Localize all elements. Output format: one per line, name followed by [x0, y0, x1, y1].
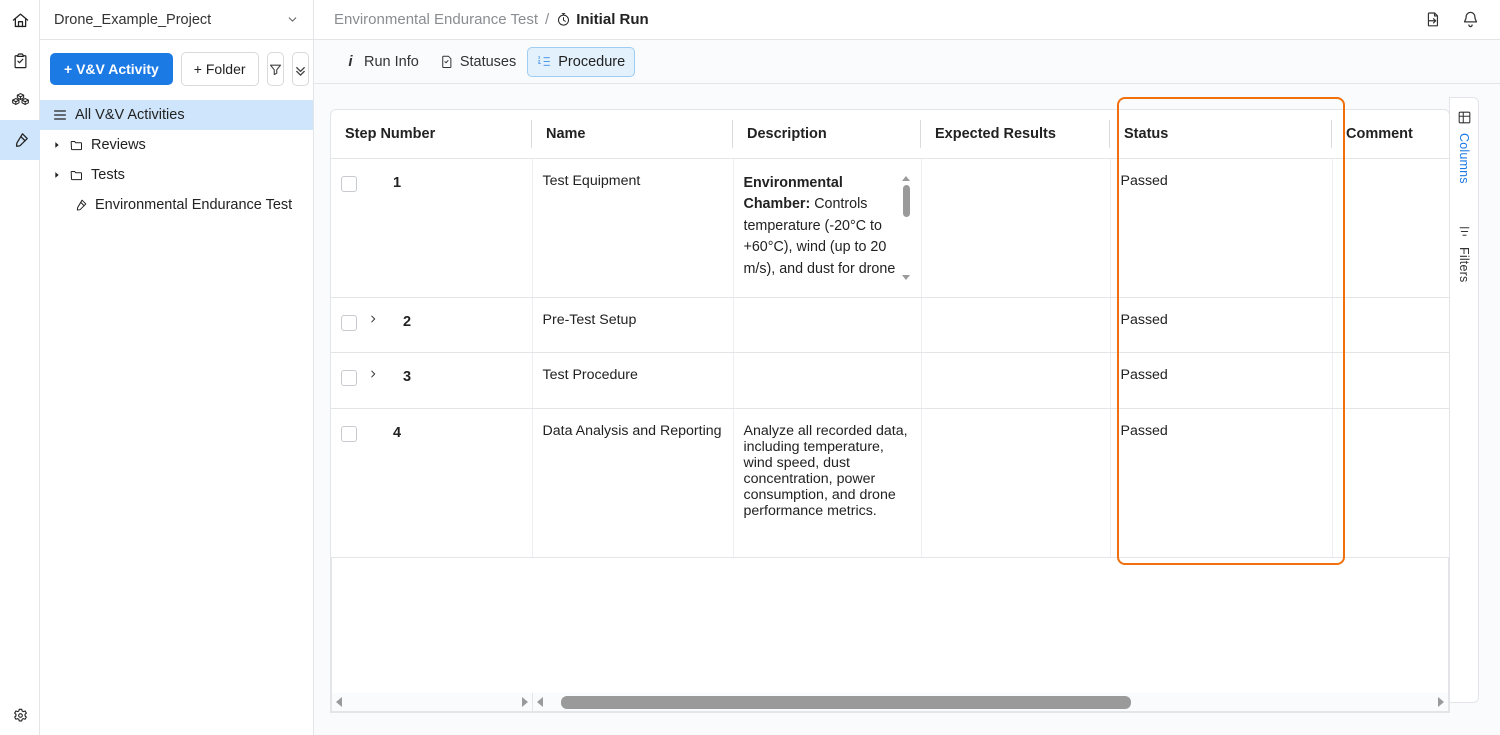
svg-text:2: 2 — [538, 58, 541, 63]
